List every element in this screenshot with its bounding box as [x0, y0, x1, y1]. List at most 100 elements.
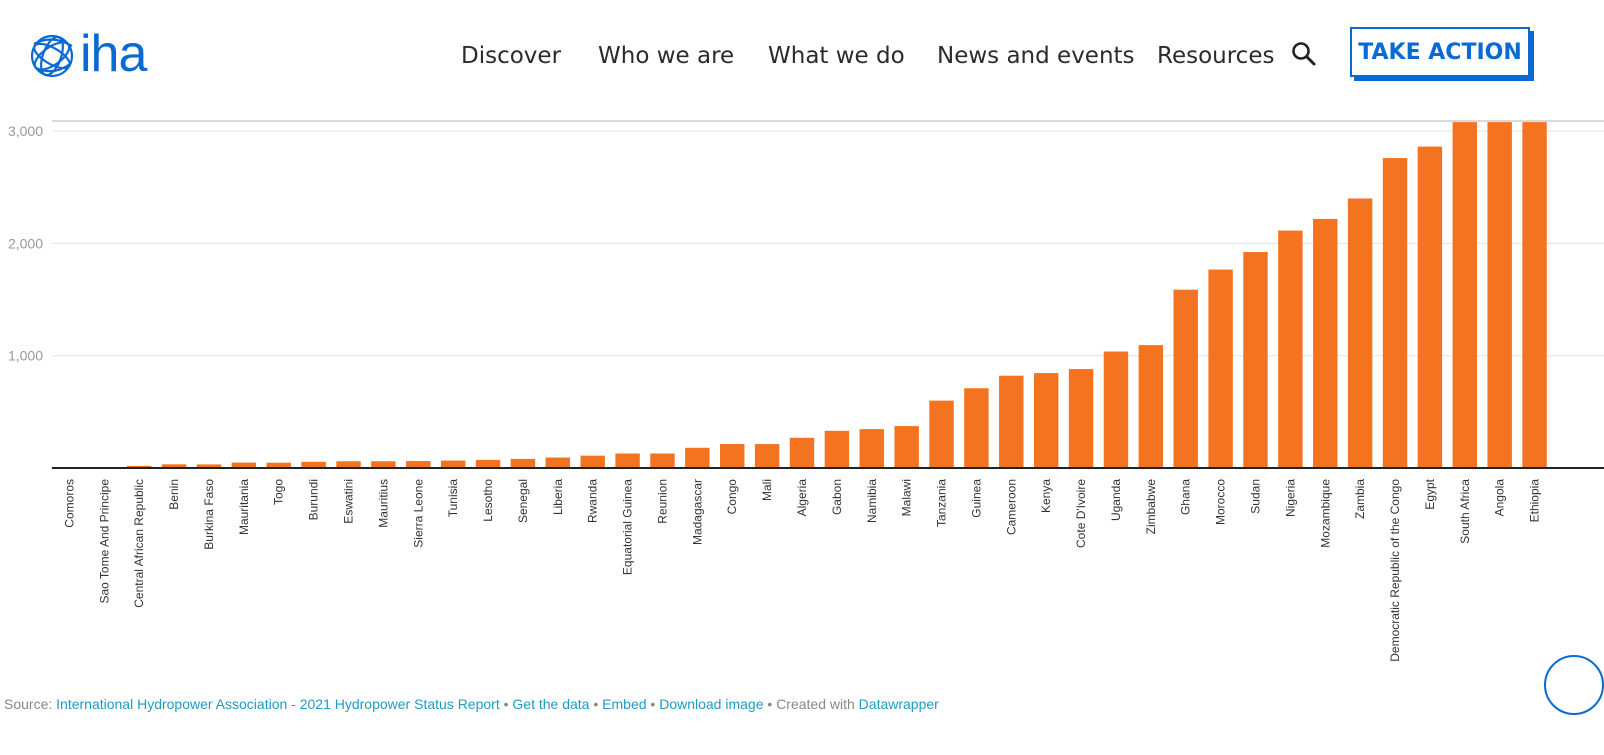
bar-reunion [650, 453, 675, 468]
x-tick-label: Congo [725, 479, 739, 515]
bar-zimbabwe [1138, 345, 1164, 468]
bar-zambia [1347, 198, 1373, 469]
x-tick-label: Equatorial Guinea [621, 479, 635, 575]
x-tick-label: Mauritania [237, 479, 251, 535]
bar-democratic-republic-of-the-congo [1382, 158, 1408, 468]
bar-ethiopia [1522, 122, 1547, 468]
x-tick-label: Eswatini [342, 479, 356, 524]
x-tick-label: Senegal [516, 479, 530, 523]
y-tick-labels: 1,000 2,000 3,000 [8, 123, 43, 364]
bars [57, 122, 1547, 469]
bar-madagascar [685, 447, 710, 468]
x-tick-label: Mali [760, 479, 774, 501]
x-tick-label: Tunisia [446, 479, 460, 518]
take-action-button[interactable]: TAKE ACTION [1350, 27, 1530, 77]
x-tick-label: Namibia [865, 479, 879, 523]
nav-who-we-are[interactable]: Who we are [598, 43, 735, 69]
nav-what-we-do[interactable]: What we do [768, 43, 905, 69]
x-tick-labels: Comoros Sao Tome And Principe Central Afri… [62, 478, 1541, 661]
bar-egypt [1417, 146, 1443, 468]
bar-algeria [789, 437, 815, 468]
x-tick-label: Kenya [1039, 479, 1053, 513]
x-tick-label: Zimbabwe [1144, 479, 1158, 535]
x-tick-label: Angola [1493, 479, 1507, 517]
x-tick-label: Gabon [830, 479, 844, 515]
nav-discover[interactable]: Discover [461, 43, 562, 69]
bar-mauritania [231, 462, 257, 468]
x-tick-label: Guinea [969, 479, 983, 518]
bar-senegal [510, 458, 536, 468]
x-tick-label: Nigeria [1283, 479, 1297, 517]
x-tick-label: Comoros [62, 479, 76, 528]
bar-sudan [1243, 252, 1268, 468]
bar-lesotho [475, 459, 501, 468]
x-tick-label: Malawi [900, 479, 914, 516]
x-tick-label: Democratic Republic of the Congo [1388, 479, 1402, 662]
separator: • [593, 696, 599, 712]
source-link[interactable]: International Hydropower Association - 2… [56, 696, 500, 712]
iha-logo[interactable]: iha [28, 24, 147, 84]
x-tick-label: Benin [167, 479, 181, 510]
site-header: iha Discover Who we are What we do News … [0, 0, 1604, 120]
bar-cote-d-ivoire [1068, 369, 1094, 468]
x-tick-label: South Africa [1458, 479, 1472, 544]
bar-namibia [859, 429, 884, 468]
chart-footer: Source: International Hydropower Associa… [4, 696, 939, 712]
x-tick-label: Morocco [1214, 479, 1228, 525]
x-tick-label: Sudan [1248, 479, 1262, 514]
bar-burundi [301, 461, 326, 468]
x-tick-label: Lesotho [481, 479, 495, 522]
bar-eswatini [336, 461, 361, 468]
x-tick-label: Reunion [655, 479, 669, 524]
bar-liberia [545, 457, 571, 468]
x-tick-label: Algeria [795, 479, 809, 517]
bar-congo [720, 443, 745, 468]
x-tick-label: Mauritius [376, 479, 390, 528]
separator: • [503, 696, 509, 712]
bar-tanzania [929, 400, 954, 468]
separator: • [650, 696, 656, 712]
bar-togo [266, 462, 291, 468]
x-tick-label: Liberia [551, 479, 565, 515]
download-image-link[interactable]: Download image [659, 696, 764, 712]
bar-guinea [964, 388, 989, 468]
x-tick-label: Cameroon [1004, 479, 1018, 535]
x-tick-label: Madagascar [690, 479, 704, 545]
x-tick-label: Burundi [307, 479, 321, 520]
y-tick-label: 2,000 [8, 235, 43, 251]
x-tick-label: Rwanda [586, 479, 600, 523]
x-tick-label: Tanzania [935, 479, 949, 527]
x-tick-label: Togo [272, 479, 286, 505]
bar-burkina-faso [196, 464, 222, 468]
bar-south-africa [1452, 122, 1477, 468]
x-tick-label: Central African Republic [132, 479, 146, 608]
source-label: Source: [4, 696, 53, 712]
bar-morocco [1208, 269, 1233, 468]
bar-cameroon [999, 375, 1024, 468]
y-tick-label: 1,000 [8, 348, 43, 364]
separator: • [767, 696, 773, 712]
nav-resources[interactable]: Resources [1157, 43, 1275, 69]
bar-mali [754, 444, 780, 468]
bar-equatorial-guinea [615, 453, 640, 468]
bar-mauritius [371, 461, 396, 468]
x-tick-label: Egypt [1423, 478, 1437, 509]
x-tick-label: Ghana [1179, 479, 1193, 515]
bar-uganda [1103, 351, 1129, 468]
bar-benin [161, 464, 187, 468]
header-divider [52, 120, 1604, 122]
x-tick-label: Zambia [1353, 479, 1367, 519]
datawrapper-link[interactable]: Datawrapper [858, 696, 939, 712]
created-with-label: Created with [776, 696, 855, 712]
x-tick-label: Uganda [1109, 479, 1123, 521]
search-icon[interactable] [1290, 40, 1318, 68]
embed-link[interactable]: Embed [602, 696, 647, 712]
bar-rwanda [580, 455, 605, 468]
floating-action-button[interactable] [1544, 655, 1604, 715]
get-data-link[interactable]: Get the data [512, 696, 590, 712]
bar-nigeria [1278, 230, 1303, 468]
x-tick-label: Sao Tome And Principe [97, 479, 111, 604]
bar-angola [1487, 122, 1512, 468]
nav-news-and-events[interactable]: News and events [937, 43, 1135, 69]
